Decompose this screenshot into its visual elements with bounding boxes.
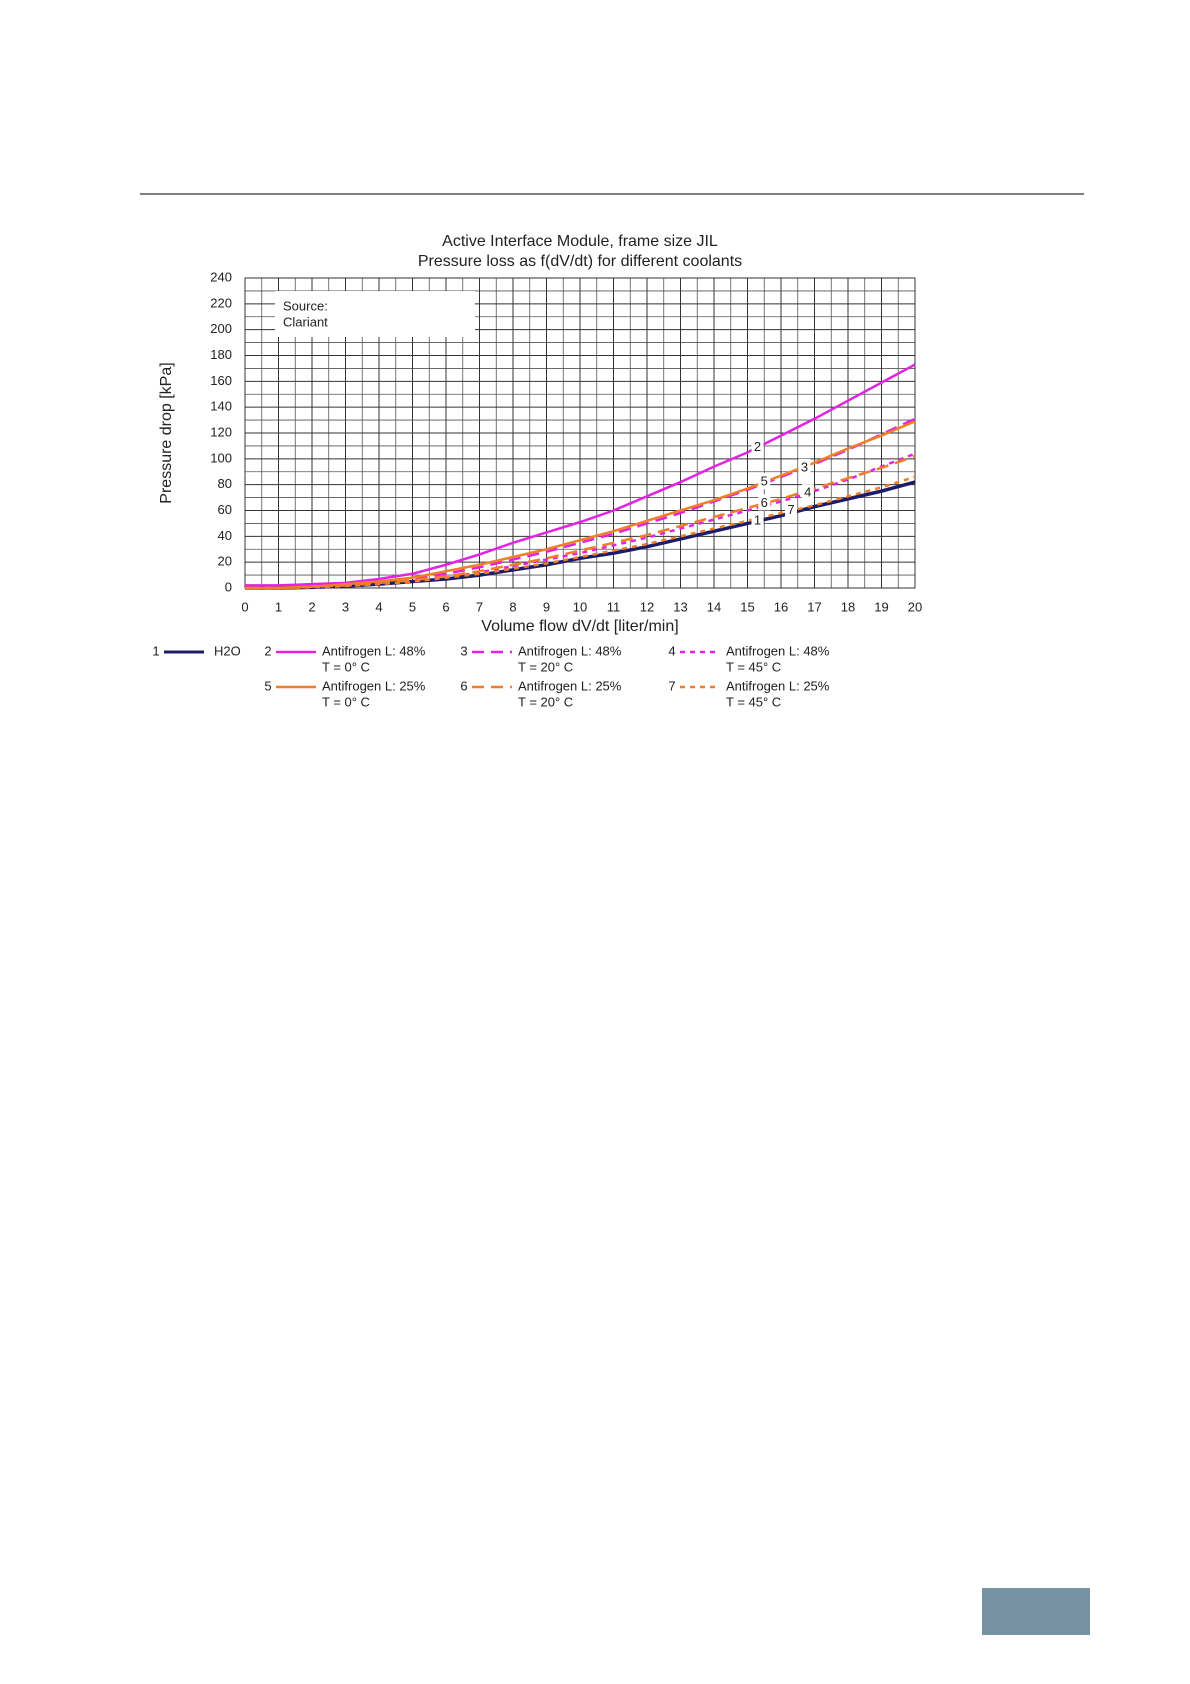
- x-tick-label: 8: [509, 599, 516, 614]
- y-tick-label: 240: [210, 269, 232, 284]
- x-tick-label: 14: [707, 599, 721, 614]
- legend-label: T = 0° C: [322, 659, 370, 674]
- curve-label: 6: [761, 495, 768, 510]
- legend-label: Antifrogen L: 48%: [322, 643, 426, 658]
- curve-label: 4: [804, 485, 811, 500]
- legend-label: T = 0° C: [322, 694, 370, 709]
- curve-label: 2: [754, 439, 761, 454]
- curve-label-bg: [751, 512, 764, 529]
- curve-label-bg: [785, 501, 798, 518]
- x-axis-label: Volume flow dV/dt [liter/min]: [481, 618, 678, 635]
- legend-label: H2O: [214, 643, 241, 658]
- x-tick-label: 19: [874, 599, 888, 614]
- legend-label: T = 45° C: [726, 659, 781, 674]
- x-tick-label: 2: [308, 599, 315, 614]
- curve-label-bg: [798, 458, 811, 475]
- legend-label: T = 45° C: [726, 694, 781, 709]
- series-line: [245, 475, 916, 590]
- x-tick-label: 18: [841, 599, 855, 614]
- legend-label: Antifrogen L: 48%: [726, 643, 830, 658]
- legend-label: Antifrogen L: 25%: [518, 678, 622, 693]
- y-tick-label: 20: [218, 554, 232, 569]
- curve-label: 1: [754, 513, 761, 528]
- x-tick-label: 7: [476, 599, 483, 614]
- x-tick-label: 16: [774, 599, 788, 614]
- legend-label: Antifrogen L: 25%: [726, 678, 830, 693]
- x-tick-label: 5: [409, 599, 416, 614]
- legend-id: 1: [152, 643, 159, 658]
- page-tab: [982, 1588, 1090, 1635]
- x-tick-label: 15: [740, 599, 754, 614]
- y-tick-label: 60: [218, 502, 232, 517]
- chart-subtitle: Pressure loss as f(dV/dt) for different …: [418, 253, 742, 270]
- x-tick-label: 13: [673, 599, 687, 614]
- annotation-box: [275, 291, 475, 337]
- annotation: Source:: [283, 298, 328, 313]
- y-tick-label: 160: [210, 373, 232, 388]
- legend-id: 3: [460, 643, 467, 658]
- curve-label-bg: [801, 484, 814, 501]
- y-tick-label: 140: [210, 399, 232, 414]
- curve-label-bg: [758, 494, 771, 511]
- curve-label: 3: [801, 459, 808, 474]
- x-tick-label: 17: [807, 599, 821, 614]
- curve-label-bg: [751, 438, 764, 455]
- y-axis-label: Pressure drop [kPa]: [158, 362, 175, 503]
- x-tick-label: 12: [640, 599, 654, 614]
- x-tick-label: 4: [375, 599, 382, 614]
- legend-label: Antifrogen L: 48%: [518, 643, 622, 658]
- y-tick-label: 180: [210, 347, 232, 362]
- x-tick-label: 6: [442, 599, 449, 614]
- curve-label-bg: [758, 473, 771, 490]
- series-line: [245, 363, 916, 587]
- annotation: Clariant: [283, 314, 328, 329]
- y-tick-label: 0: [225, 579, 232, 594]
- legend-id: 7: [668, 678, 675, 693]
- x-tick-label: 1: [275, 599, 282, 614]
- legend-id: 5: [264, 678, 271, 693]
- legend-id: 2: [264, 643, 271, 658]
- x-tick-label: 10: [573, 599, 587, 614]
- x-tick-label: 9: [543, 599, 550, 614]
- y-tick-label: 120: [210, 424, 232, 439]
- x-tick-label: 0: [241, 599, 248, 614]
- x-tick-label: 11: [607, 599, 621, 614]
- y-tick-label: 200: [210, 321, 232, 336]
- curve-label: 5: [761, 474, 768, 489]
- y-tick-label: 220: [210, 295, 232, 310]
- x-tick-label: 20: [908, 599, 922, 614]
- x-tick-label: 3: [342, 599, 349, 614]
- legend-label: Antifrogen L: 25%: [322, 678, 426, 693]
- chart-title: Active Interface Module, frame size JIL: [442, 233, 718, 250]
- curve-label: 7: [787, 502, 794, 517]
- legend-id: 6: [460, 678, 467, 693]
- y-tick-label: 100: [210, 450, 232, 465]
- legend-id: 4: [668, 643, 675, 658]
- legend-label: T = 20° C: [518, 659, 573, 674]
- y-tick-label: 40: [218, 528, 232, 543]
- legend-label: T = 20° C: [518, 694, 573, 709]
- y-tick-label: 80: [218, 476, 232, 491]
